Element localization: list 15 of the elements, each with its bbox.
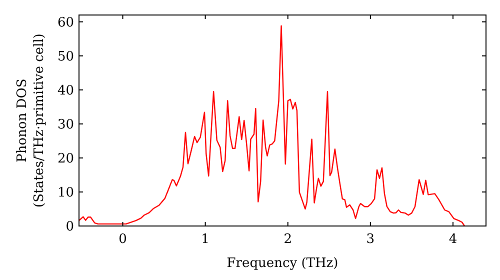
line-series [78,25,466,227]
y-tick-label: 0 [66,220,74,235]
x-tick-label: 3 [366,232,375,247]
y-tick-label: 20 [57,151,74,166]
y-tick-label: 60 [57,15,74,30]
y-tick-label: 30 [57,117,74,132]
y-tick-label: 40 [57,83,74,98]
y-tick-label: 10 [57,186,74,201]
y-tick-label: 50 [57,49,74,64]
x-tick-label: 1 [201,232,210,247]
x-axis-title: Frequency (THz) [226,256,338,271]
x-tick-label: 0 [118,232,127,247]
y-axis-title: Phonon DOS (States/THz·primitive cell) [15,33,47,208]
x-tick-label: 4 [448,232,458,247]
x-tick-label: 2 [284,232,292,247]
